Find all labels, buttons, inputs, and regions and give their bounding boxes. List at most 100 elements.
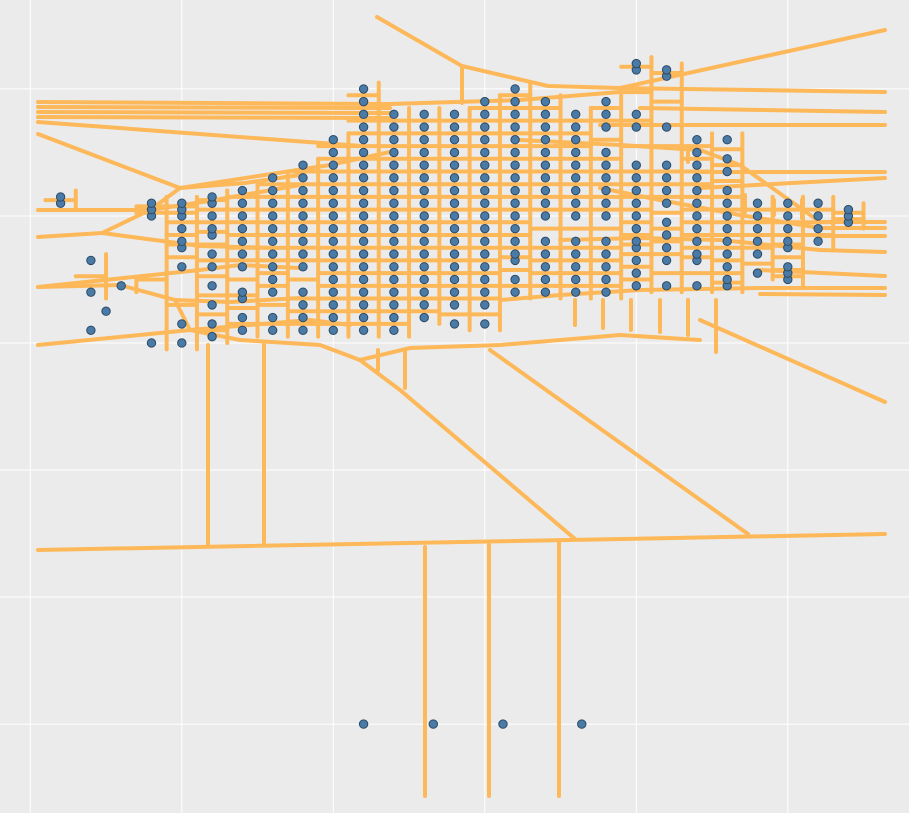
data-point [601, 109, 611, 120]
data-point [389, 249, 399, 259]
data-point [116, 281, 126, 291]
data-point [268, 249, 278, 259]
data-point [540, 96, 551, 107]
data-point [661, 185, 672, 196]
data-point [692, 281, 702, 291]
data-point [540, 274, 551, 285]
data-point [389, 122, 399, 132]
data-point [177, 198, 187, 208]
data-point [601, 236, 611, 247]
data-point [692, 147, 702, 158]
data-point [510, 147, 520, 158]
data-point [237, 211, 248, 221]
data-point [207, 331, 217, 342]
data-point [752, 249, 763, 259]
data-point [419, 223, 429, 234]
data-point [631, 198, 641, 208]
data-point [298, 173, 308, 183]
data-point [722, 236, 732, 247]
voronoi-edge [36, 105, 392, 110]
data-point [328, 262, 338, 272]
data-point [813, 198, 823, 208]
data-point [540, 211, 551, 221]
data-point [358, 312, 369, 323]
data-point [480, 135, 490, 145]
data-point [692, 185, 702, 196]
data-point [328, 300, 338, 310]
data-point [328, 198, 338, 208]
data-point [722, 166, 732, 177]
data-point [752, 236, 763, 247]
voronoi-edge [36, 532, 887, 552]
data-point [449, 262, 460, 272]
data-point [268, 236, 278, 247]
data-point [601, 249, 611, 259]
data-point [419, 135, 429, 145]
data-point [510, 249, 520, 259]
data-point [419, 312, 429, 323]
data-point [268, 287, 278, 297]
data-point [358, 262, 369, 272]
voronoi-edge [36, 120, 364, 148]
data-point [298, 211, 308, 221]
data-point [358, 84, 369, 94]
data-point [601, 198, 611, 208]
data-point [389, 211, 399, 221]
voronoi-edge [178, 173, 302, 190]
data-point [510, 122, 520, 132]
data-point [55, 192, 66, 202]
data-point [86, 255, 96, 266]
data-point [571, 287, 581, 297]
data-point [661, 160, 672, 170]
data-point [358, 211, 369, 221]
data-point [389, 274, 399, 285]
data-point [813, 223, 823, 234]
data-point [571, 198, 581, 208]
data-point [540, 287, 551, 297]
data-point [389, 325, 399, 335]
data-point [449, 274, 460, 285]
data-point [207, 281, 217, 291]
data-point [449, 223, 460, 234]
data-point [540, 198, 551, 208]
data-point [389, 147, 399, 158]
data-point [101, 306, 111, 316]
voronoi-edge [618, 86, 887, 94]
data-point [207, 300, 217, 310]
data-point [571, 185, 581, 196]
data-point [601, 287, 611, 297]
data-point [428, 719, 438, 729]
data-point [510, 135, 520, 145]
data-point [449, 287, 460, 297]
data-point [480, 319, 490, 329]
data-point [510, 109, 520, 120]
data-point [722, 274, 732, 285]
data-point [571, 109, 581, 120]
data-point [661, 198, 672, 208]
data-point [389, 223, 399, 234]
data-point [419, 173, 429, 183]
data-point [358, 147, 369, 158]
data-point [510, 96, 520, 107]
data-point [692, 236, 702, 247]
data-point [498, 719, 508, 729]
data-point [480, 223, 490, 234]
data-point [298, 262, 308, 272]
data-point [389, 312, 399, 323]
data-point [237, 312, 248, 323]
data-point [298, 236, 308, 247]
data-point [449, 160, 460, 170]
data-point [540, 236, 551, 247]
voronoi-edge [36, 132, 182, 190]
data-point [661, 255, 672, 266]
data-point [358, 719, 369, 729]
data-point [661, 65, 672, 75]
data-point [268, 173, 278, 183]
data-point [419, 274, 429, 285]
data-point [783, 262, 793, 272]
data-point [783, 211, 793, 221]
data-point [510, 185, 520, 196]
data-point [510, 223, 520, 234]
data-point [449, 198, 460, 208]
data-point [389, 160, 399, 170]
